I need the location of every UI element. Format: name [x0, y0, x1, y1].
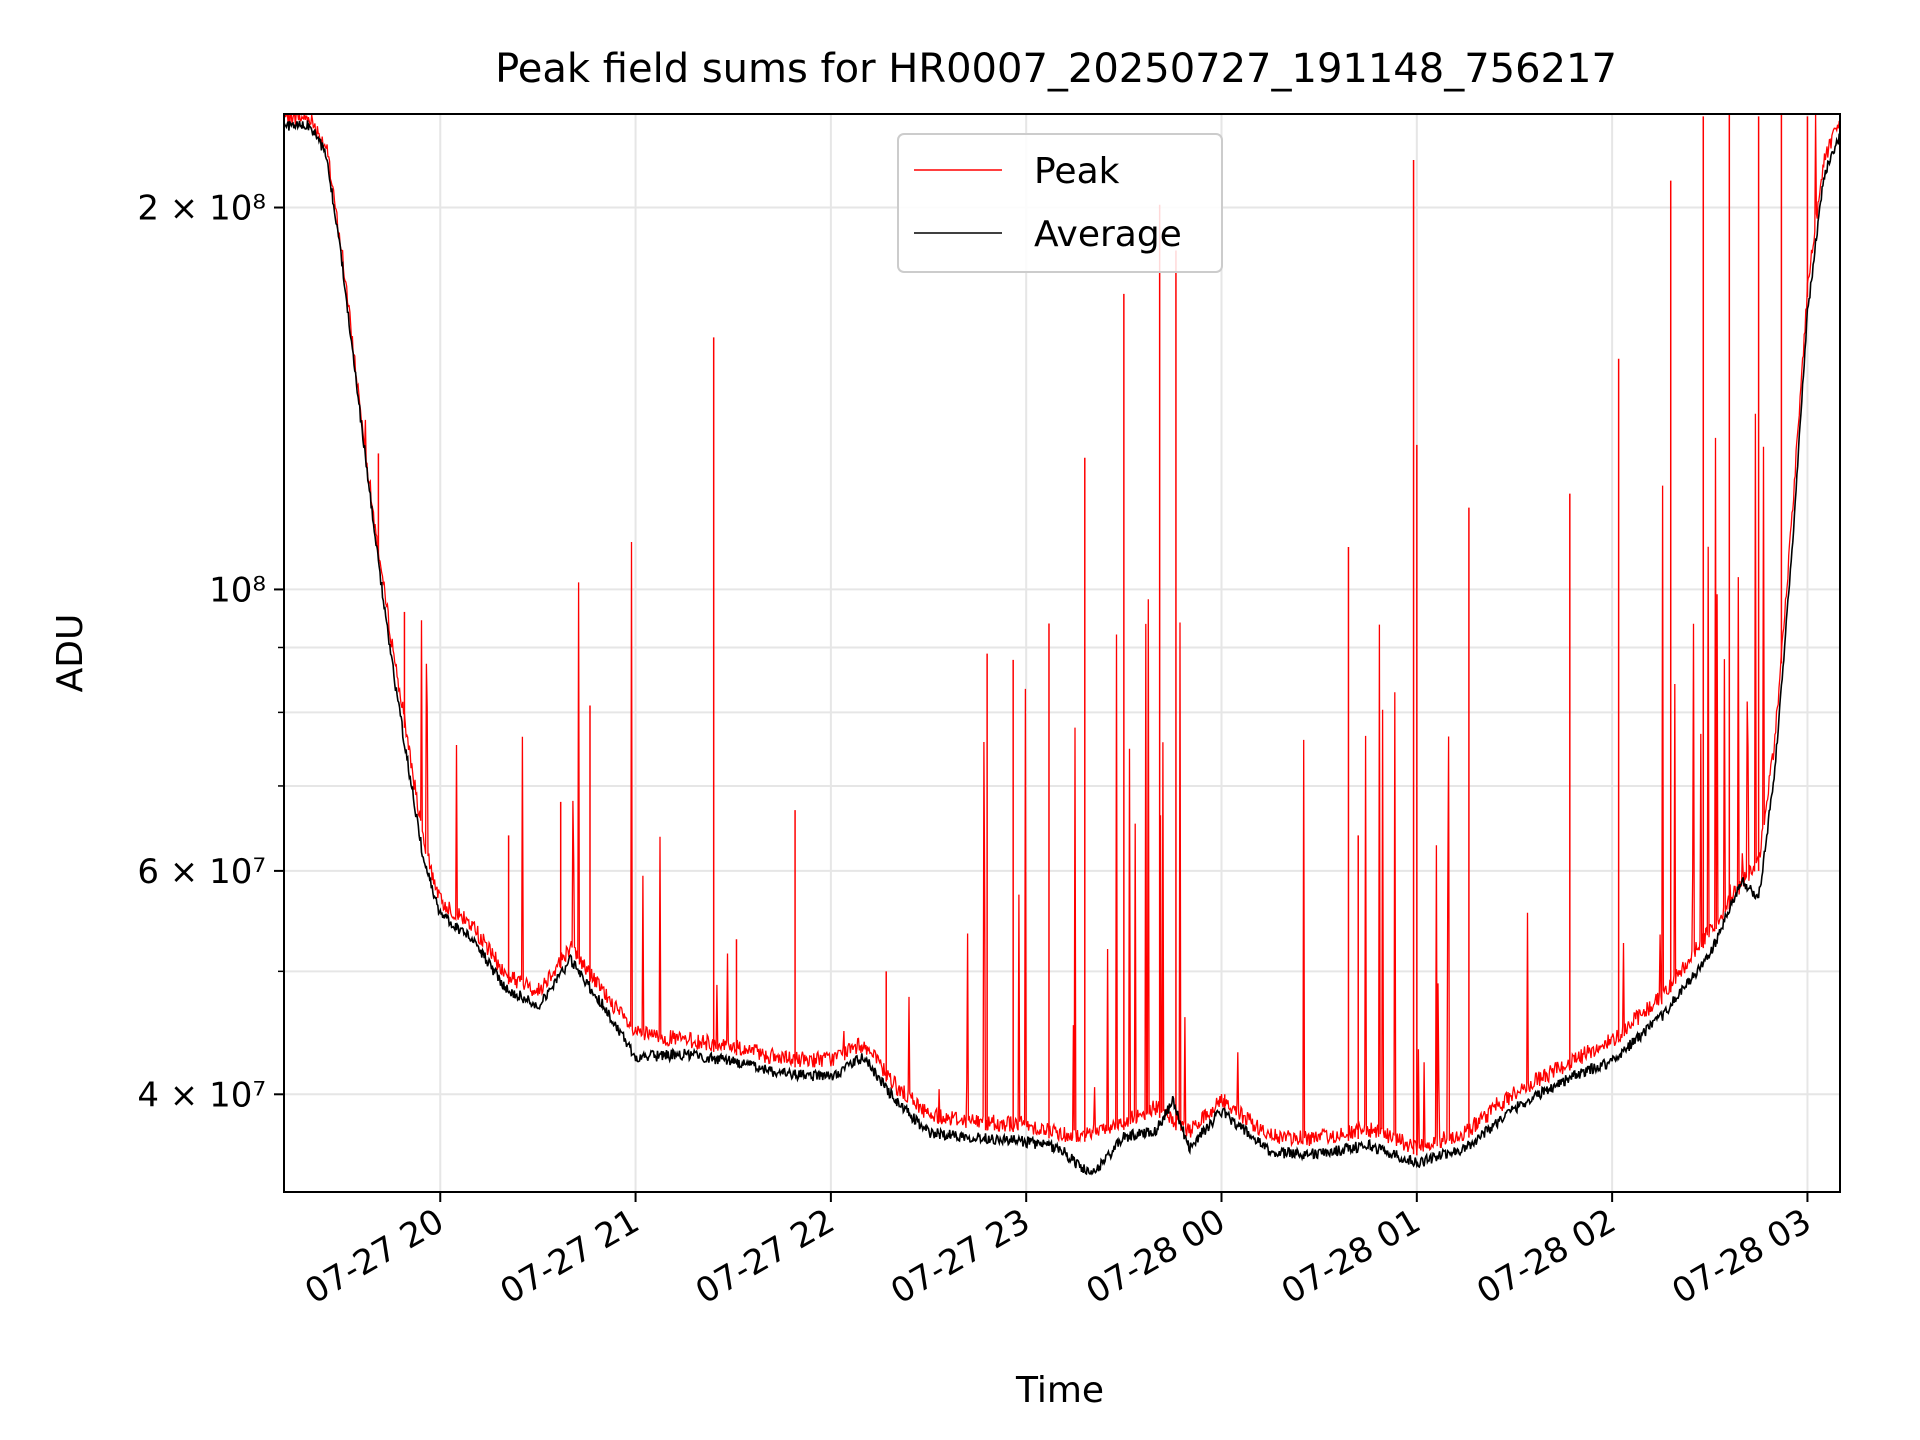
y-tick-label: 6 × 10⁷: [137, 852, 266, 892]
plot-frame: [283, 113, 1841, 1193]
legend: Peak Average: [897, 133, 1223, 273]
series-average-line: [284, 120, 1840, 1176]
legend-box: [897, 133, 1223, 273]
legend-label-peak: Peak: [1034, 151, 1120, 192]
series-peak-line: [284, 114, 1840, 1153]
y-tick-label: 4 × 10⁷: [137, 1075, 266, 1115]
y-tick-label: 10⁸: [209, 570, 266, 610]
series-layer: [284, 114, 1840, 1176]
legend-label-average: Average: [1034, 214, 1182, 255]
y-tick-label: 2 × 10⁸: [137, 189, 266, 229]
y-axis-label: ADU: [50, 614, 91, 693]
chart-title: Peak field sums for HR0007_20250727_1911…: [495, 46, 1617, 92]
x-axis-label: Time: [1015, 1370, 1104, 1411]
